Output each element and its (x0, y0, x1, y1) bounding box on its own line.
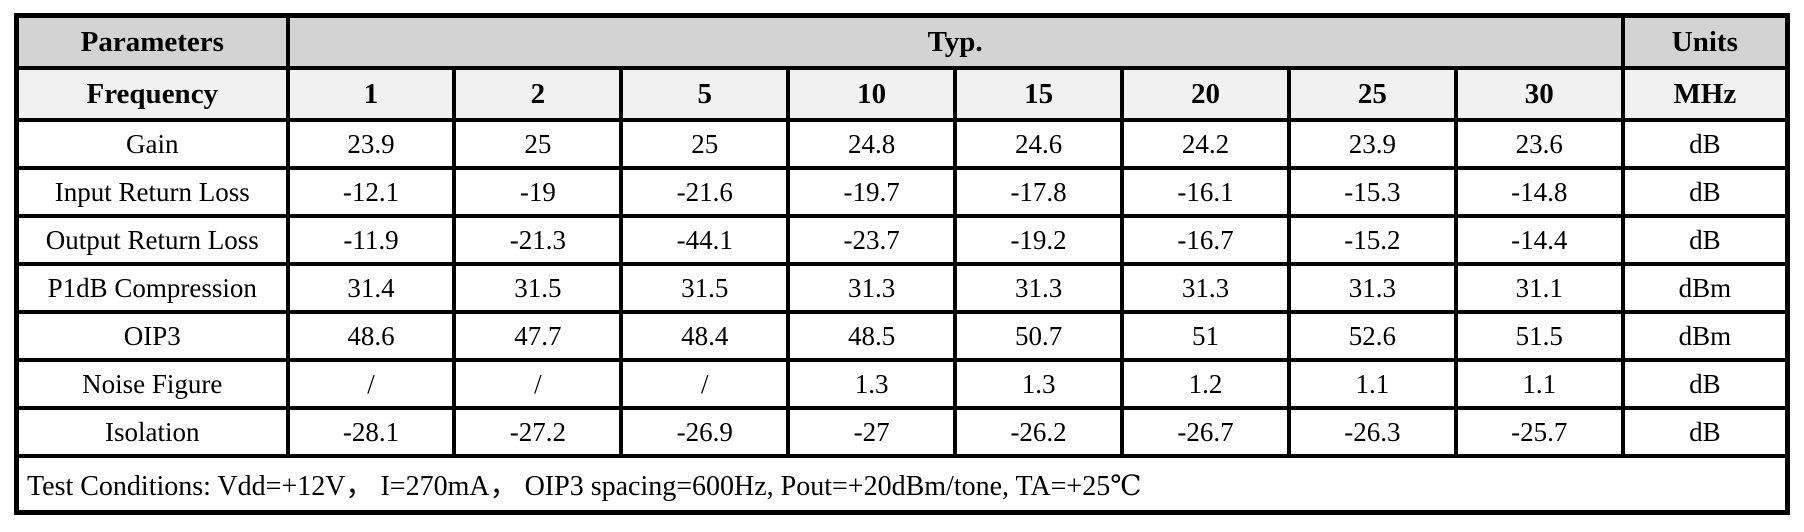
value-cell: -11.9 (285, 214, 457, 266)
value-cell: -25.7 (1453, 406, 1625, 458)
param-cell: Input Return Loss (14, 166, 290, 218)
value-cell: 1.1 (1286, 358, 1458, 410)
value-cell: -44.1 (619, 214, 791, 266)
value-cell: -19 (452, 166, 624, 218)
value-cell: -27.2 (452, 406, 624, 458)
value-cell: 31.3 (953, 262, 1125, 314)
value-cell: 25 (619, 118, 791, 170)
value-cell: -14.8 (1453, 166, 1625, 218)
value-cell: 23.6 (1453, 118, 1625, 170)
value-cell: / (452, 358, 624, 410)
value-cell: -16.7 (1120, 214, 1291, 266)
value-cell: -26.3 (1286, 406, 1458, 458)
table-row-input-return-loss: Input Return Loss -12.1 -19 -21.6 -19.7 … (14, 166, 1790, 218)
value-cell: / (619, 358, 791, 410)
value-cell: 48.5 (786, 310, 958, 362)
frequency-value: 10 (786, 66, 958, 122)
table-row-noise-figure: Noise Figure / / / 1.3 1.3 1.2 1.1 1.1 d… (14, 358, 1790, 410)
value-cell: -26.9 (619, 406, 791, 458)
param-cell: Output Return Loss (14, 214, 290, 266)
value-cell: -26.7 (1120, 406, 1291, 458)
test-conditions-row: Test Conditions: Vdd=+12V， I=270mA， OIP3… (14, 454, 1790, 515)
value-cell: -14.4 (1453, 214, 1625, 266)
value-cell: -15.2 (1286, 214, 1458, 266)
value-cell: 31.5 (452, 262, 624, 314)
table-row-output-return-loss: Output Return Loss -11.9 -21.3 -44.1 -23… (14, 214, 1790, 266)
value-cell: 24.6 (953, 118, 1125, 170)
value-cell: -19.2 (953, 214, 1125, 266)
value-cell: -16.1 (1120, 166, 1291, 218)
value-cell: 31.3 (1120, 262, 1291, 314)
value-cell: 25 (452, 118, 624, 170)
param-cell: P1dB Compression (14, 262, 290, 314)
frequency-unit: MHz (1620, 66, 1790, 122)
value-cell: 50.7 (953, 310, 1125, 362)
table-row-gain: Gain 23.9 25 25 24.8 24.6 24.2 23.9 23.6… (14, 118, 1790, 170)
unit-cell: dB (1620, 358, 1790, 410)
value-cell: 24.2 (1120, 118, 1291, 170)
value-cell: 31.3 (1286, 262, 1458, 314)
frequency-value: 20 (1120, 66, 1291, 122)
header-units: Units (1620, 13, 1790, 70)
param-cell: Noise Figure (14, 358, 290, 410)
value-cell: 48.6 (285, 310, 457, 362)
unit-cell: dBm (1620, 310, 1790, 362)
value-cell: -12.1 (285, 166, 457, 218)
value-cell: 31.4 (285, 262, 457, 314)
table-row-p1db-compression: P1dB Compression 31.4 31.5 31.5 31.3 31.… (14, 262, 1790, 314)
table-row-oip3: OIP3 48.6 47.7 48.4 48.5 50.7 51 52.6 51… (14, 310, 1790, 362)
specifications-table: Parameters Typ. Units Frequency 1 2 5 10… (14, 13, 1790, 515)
value-cell: -21.6 (619, 166, 791, 218)
param-cell: Isolation (14, 406, 290, 458)
value-cell: 31.3 (786, 262, 958, 314)
value-cell: -27 (786, 406, 958, 458)
frequency-value: 30 (1453, 66, 1625, 122)
value-cell: 31.1 (1453, 262, 1625, 314)
value-cell: -19.7 (786, 166, 958, 218)
frequency-label: Frequency (14, 66, 290, 122)
value-cell: / (285, 358, 457, 410)
value-cell: 47.7 (452, 310, 624, 362)
value-cell: -23.7 (786, 214, 958, 266)
frequency-value: 15 (953, 66, 1125, 122)
frequency-value: 2 (452, 66, 624, 122)
value-cell: -17.8 (953, 166, 1125, 218)
table-header-row: Parameters Typ. Units (14, 13, 1790, 70)
frequency-row: Frequency 1 2 5 10 15 20 25 30 MHz (14, 66, 1790, 122)
unit-cell: dBm (1620, 262, 1790, 314)
value-cell: 1.3 (953, 358, 1125, 410)
header-parameters: Parameters (14, 13, 290, 70)
value-cell: 48.4 (619, 310, 791, 362)
value-cell: 1.1 (1453, 358, 1625, 410)
value-cell: -26.2 (953, 406, 1125, 458)
value-cell: 31.5 (619, 262, 791, 314)
value-cell: 1.3 (786, 358, 958, 410)
value-cell: -28.1 (285, 406, 457, 458)
frequency-value: 1 (285, 66, 457, 122)
table-row-isolation: Isolation -28.1 -27.2 -26.9 -27 -26.2 -2… (14, 406, 1790, 458)
unit-cell: dB (1620, 406, 1790, 458)
unit-cell: dB (1620, 166, 1790, 218)
unit-cell: dB (1620, 214, 1790, 266)
test-conditions-text: Test Conditions: Vdd=+12V， I=270mA， OIP3… (14, 454, 1790, 515)
value-cell: 24.8 (786, 118, 958, 170)
frequency-value: 5 (619, 66, 791, 122)
param-cell: OIP3 (14, 310, 290, 362)
value-cell: 51.5 (1453, 310, 1625, 362)
frequency-value: 25 (1286, 66, 1458, 122)
value-cell: 52.6 (1286, 310, 1458, 362)
header-typ: Typ. (285, 13, 1625, 70)
param-cell: Gain (14, 118, 290, 170)
value-cell: -21.3 (452, 214, 624, 266)
value-cell: 23.9 (1286, 118, 1458, 170)
unit-cell: dB (1620, 118, 1790, 170)
value-cell: 23.9 (285, 118, 457, 170)
value-cell: -15.3 (1286, 166, 1458, 218)
value-cell: 51 (1120, 310, 1291, 362)
value-cell: 1.2 (1120, 358, 1291, 410)
